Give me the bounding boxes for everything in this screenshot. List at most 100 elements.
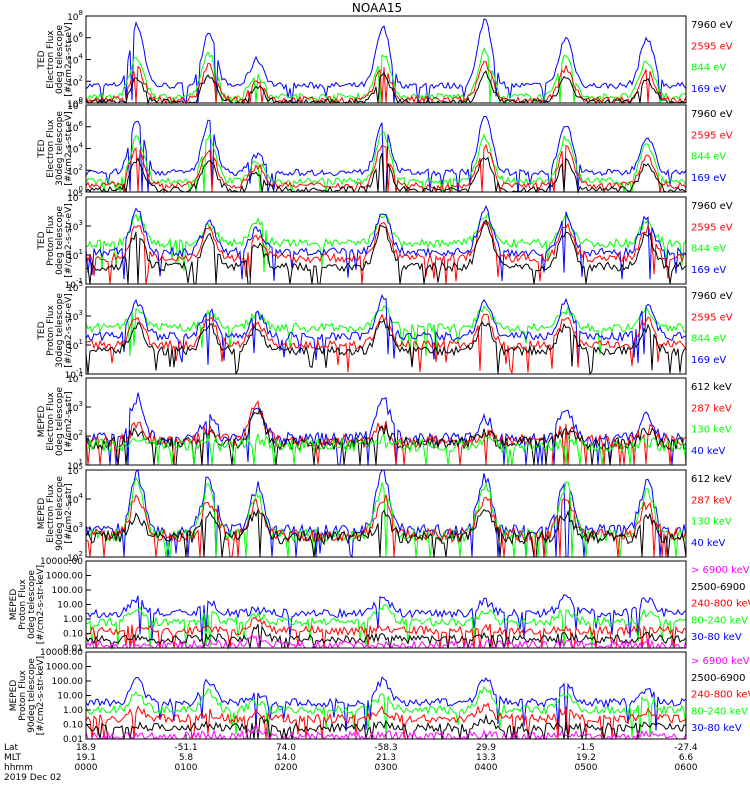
- series-magenta-line: [85, 633, 687, 650]
- y-tick-label: 0.01: [63, 644, 83, 654]
- legend-entry: 287 keV: [691, 495, 732, 506]
- y-tick-label: 108: [67, 9, 83, 23]
- series-red-line: [85, 313, 687, 374]
- series-blue-line: [85, 392, 687, 466]
- legend-entry: 80-240 keV: [691, 615, 748, 626]
- legend-entry: 169 eV: [691, 355, 726, 366]
- y-tick-label: 100.00: [52, 586, 84, 596]
- y-axis-label: TEDElectron Flux0deg telescope[#/cm2-s-s…: [37, 22, 74, 97]
- series-red-line: [85, 143, 687, 194]
- x-tick-label-hhmm: 0600: [675, 763, 698, 773]
- legend-entry: 80-240 keV: [691, 706, 748, 717]
- legend-entry: 40 keV: [691, 446, 725, 457]
- y-tick-label: 104: [67, 371, 83, 385]
- x-tick-label-hhmm: 0400: [475, 763, 498, 773]
- series-green-line: [85, 433, 687, 466]
- legend-entry: 2500-6900: [691, 582, 746, 593]
- x-tick-label-lat: -58.3: [374, 743, 397, 753]
- y-tick-label: 106: [67, 120, 83, 134]
- series-black-line: [85, 319, 687, 376]
- y-axis-label: MEPEDElectron Flux90deg telescope[#/cm2-…: [37, 476, 74, 551]
- legend-entry: 2500-6900: [691, 673, 746, 684]
- y-tick-label: 106: [67, 31, 83, 45]
- y-tick-label: 105: [67, 190, 83, 204]
- series-blue-line: [85, 293, 687, 365]
- legend-entry: 844 eV: [691, 152, 726, 163]
- legend-entry: 130 keV: [691, 425, 732, 436]
- y-tick-label: 102: [67, 550, 83, 564]
- y-tick-label: 10000.00: [40, 557, 83, 567]
- y-axis-label: TEDProton Flux0deg telescope[#/cm2-s-str…: [37, 203, 74, 278]
- y-axis-label: MEPEDProton Flux0deg telescope[#/cm2-s-s…: [9, 565, 46, 644]
- series-blue-line: [85, 676, 687, 732]
- legend-entry: 7960 eV: [691, 109, 733, 120]
- legend-entry: 2595 eV: [691, 41, 733, 52]
- legend-entry: 240-800 keV: [691, 599, 750, 610]
- panel-7: 0.01 0.10 1.00 10.00 100.00 1000.00 10000.00ME…: [9, 557, 750, 654]
- series-green-line: [85, 47, 687, 105]
- y-tick-label: 102: [67, 74, 83, 88]
- panel-frame: [85, 15, 687, 104]
- y-tick-label: 0.10: [63, 630, 83, 640]
- legend-entry: 7960 eV: [691, 201, 733, 212]
- y-tick-label: 100: [67, 185, 83, 199]
- y-axis-label: MEPEDProton Flux90deg telescope[#/cm2-s-…: [9, 656, 46, 735]
- y-tick-label: 103: [67, 400, 83, 414]
- y-tick-label: 100: [67, 96, 83, 110]
- legend-entry: 844 eV: [691, 63, 726, 74]
- x-tick-label-mlt: 6.6: [679, 753, 694, 763]
- footer-row-label: 2019 Dec 02: [4, 773, 62, 783]
- legend-entry: 169 eV: [691, 84, 726, 95]
- series-red-line: [85, 220, 687, 285]
- y-tick-label: 100.00: [52, 677, 84, 687]
- y-tick-label: 104: [67, 492, 83, 506]
- panel-frame: [85, 196, 687, 285]
- series-black-line: [85, 407, 687, 466]
- y-tick-label: 105: [67, 463, 83, 477]
- y-tick-label: 1000.00: [46, 572, 83, 582]
- y-axis-label: TEDElectron Flux30deg telescope[#/cm2-s-…: [37, 111, 74, 186]
- x-tick-label-mlt: 14.0: [276, 753, 296, 763]
- y-tick-label: 105: [67, 280, 83, 294]
- x-tick-label-hhmm: 0300: [375, 763, 398, 773]
- series-blue-line: [85, 18, 687, 105]
- x-tick-label-lat: -1.5: [577, 743, 595, 753]
- y-tick-label: 10-1: [65, 367, 83, 381]
- y-tick-label: 10.00: [57, 601, 83, 611]
- x-tick-label-mlt: 13.3: [476, 753, 496, 763]
- y-tick-label: 10000.00: [40, 648, 83, 658]
- legend-entry: 2595 eV: [691, 222, 733, 233]
- x-tick-label-hhmm: 0200: [275, 763, 298, 773]
- y-tick-label: 102: [67, 429, 83, 443]
- y-tick-label: 108: [67, 98, 83, 112]
- series-green-line: [85, 686, 687, 740]
- panel-frame: [85, 286, 687, 375]
- x-tick-label-lat: 18.9: [76, 743, 96, 753]
- y-tick-label: 102: [67, 163, 83, 177]
- series-red-line: [85, 400, 687, 466]
- legend-entry: 240-800 keV: [691, 690, 750, 701]
- panel-frame: [85, 377, 687, 466]
- series-blue-line: [85, 594, 687, 642]
- y-tick-label: 1.00: [63, 706, 83, 716]
- x-tick-label-hhmm: 0100: [175, 763, 198, 773]
- legend-entry: 2595 eV: [691, 130, 733, 141]
- panel-5: 101 102 103 104 MEPEDElectron Flux0deg teles…: [37, 371, 732, 472]
- series-blue-line: [85, 204, 687, 282]
- legend-entry: 7960 eV: [691, 291, 733, 302]
- x-tick-label-hhmm: 0500: [575, 763, 598, 773]
- series-black-line: [85, 713, 687, 740]
- series-red-line: [85, 617, 687, 650]
- legend-entry: 30-80 keV: [691, 723, 742, 734]
- y-tick-label: 101: [67, 458, 83, 472]
- series-red-line: [85, 494, 687, 558]
- y-axis-label: MEPEDElectron Flux0deg telescope[#/cm2-s…: [37, 387, 74, 457]
- y-tick-label: 101: [67, 248, 83, 262]
- y-tick-label: 0.10: [63, 721, 83, 731]
- legend-entry: 130 keV: [691, 517, 732, 528]
- series-green-line: [85, 476, 687, 558]
- series-green-line: [85, 130, 687, 193]
